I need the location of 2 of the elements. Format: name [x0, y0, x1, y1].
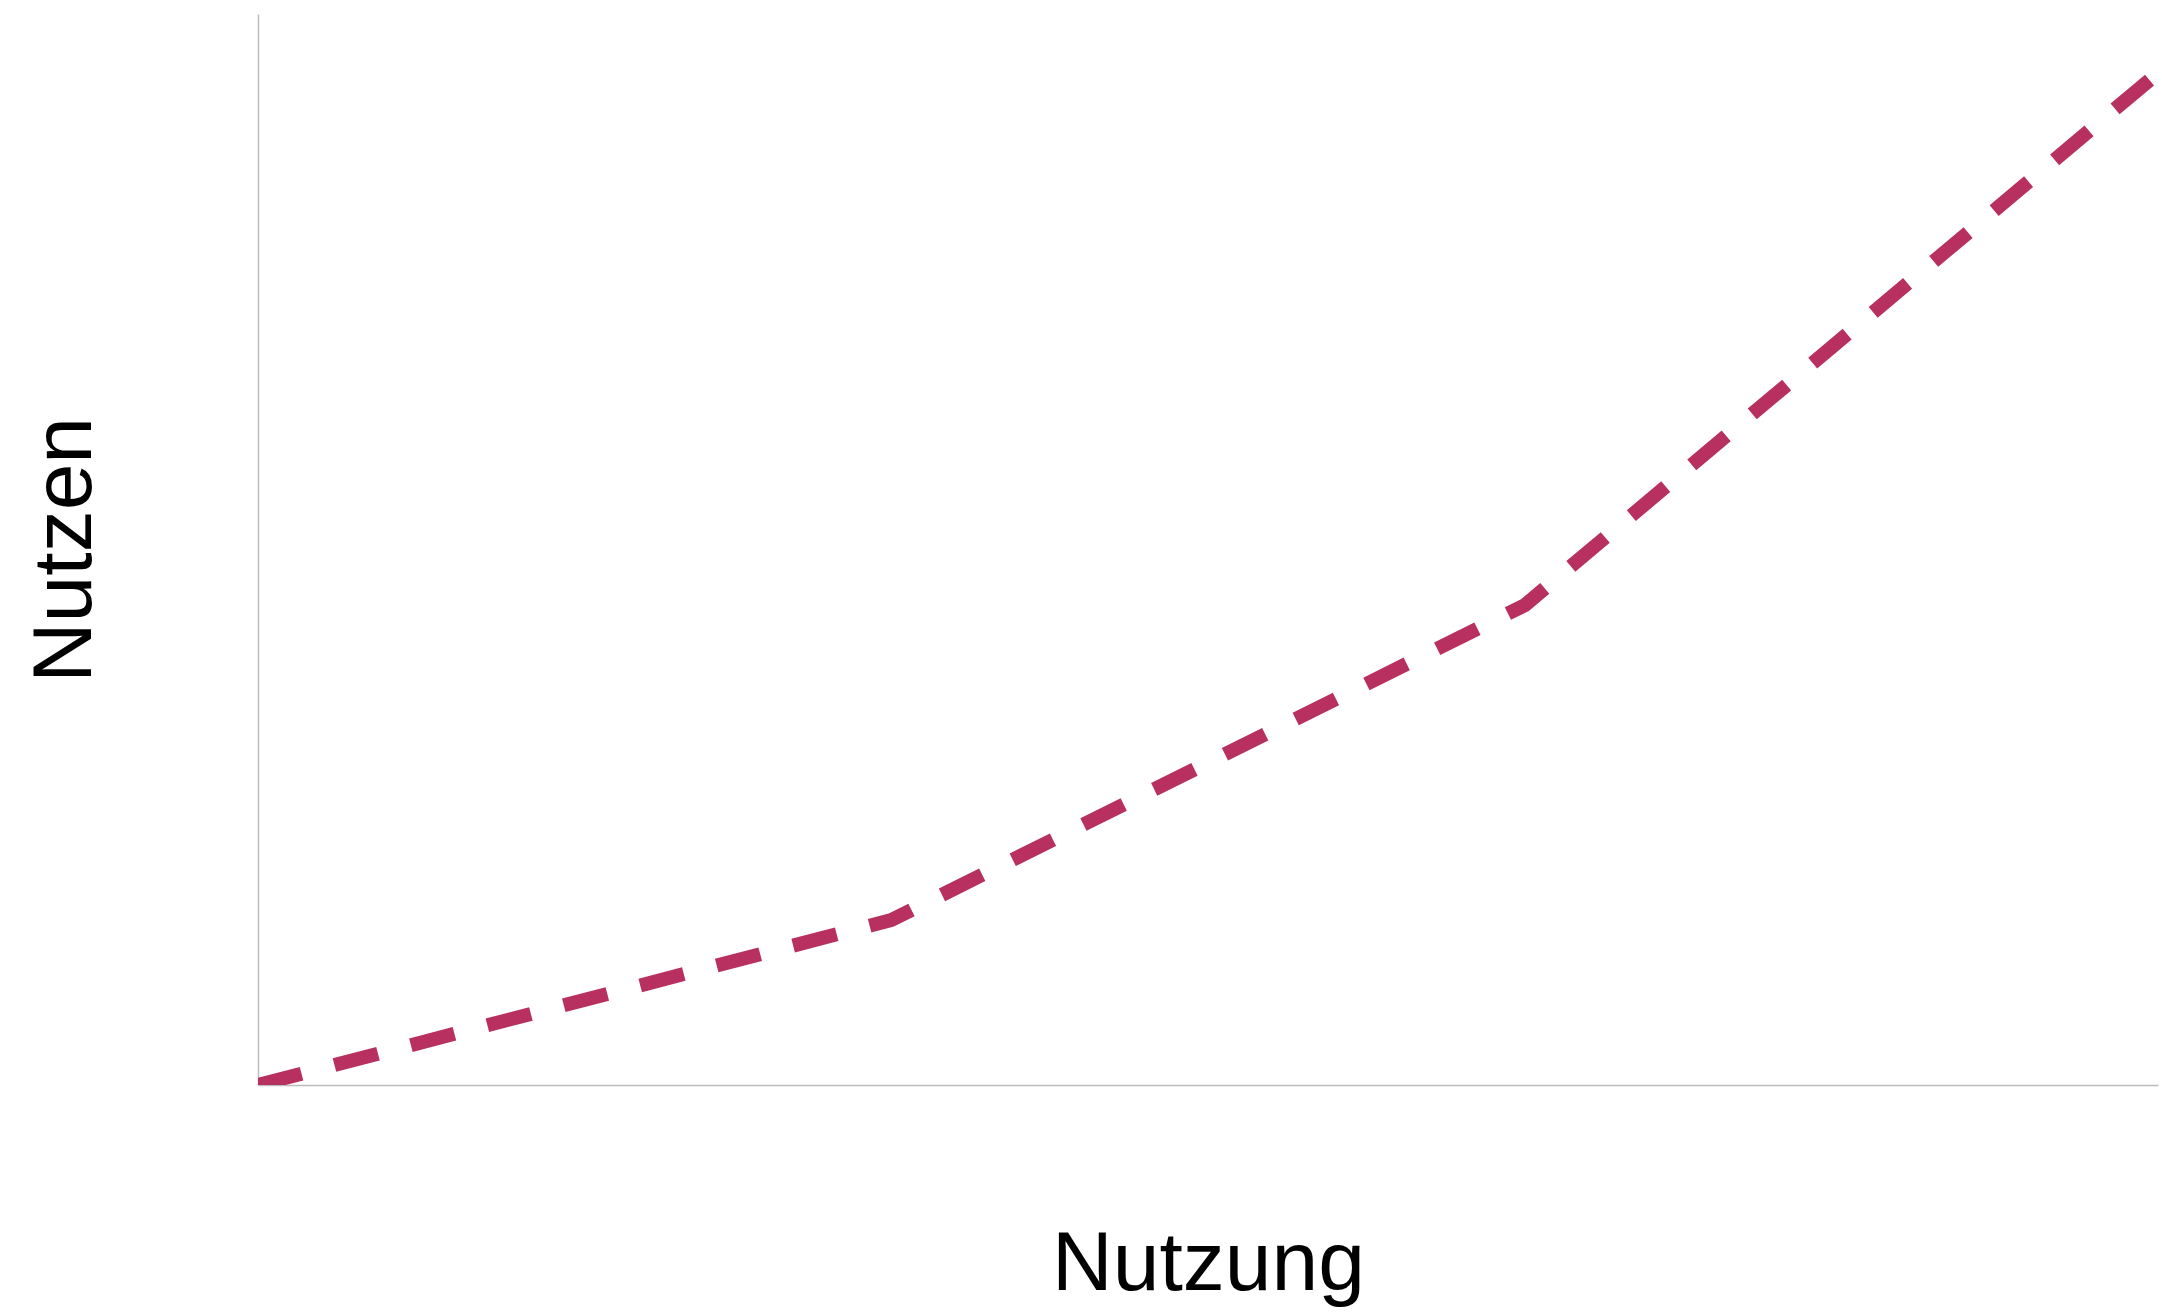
x-axis-title: Nutzung — [1052, 1213, 1365, 1308]
y-axis-title: Nutzen — [14, 416, 109, 684]
